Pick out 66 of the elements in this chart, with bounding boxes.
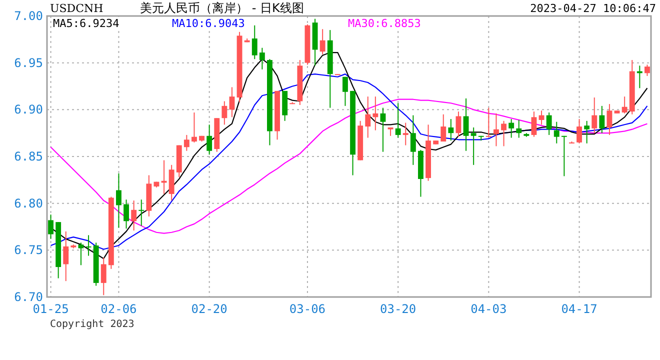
x-tick-label: 02-06	[100, 302, 137, 316]
candlestick	[116, 172, 122, 228]
text: MA5:6.9234	[53, 17, 120, 30]
candlestick	[138, 199, 144, 226]
candlestick	[508, 118, 514, 138]
candlestick	[372, 96, 378, 131]
text: MA10:6.9043	[172, 17, 245, 30]
candlestick	[470, 126, 476, 166]
candlestick	[599, 105, 605, 134]
y-tick-label: 6.95	[14, 56, 43, 70]
candlestick	[229, 86, 235, 118]
candlestick	[206, 124, 212, 156]
candlestick	[320, 28, 326, 55]
candlestick	[546, 112, 552, 136]
x-tick-label: 03-06	[289, 302, 326, 316]
candlestick	[402, 122, 408, 146]
y-tick-label: 6.75	[14, 243, 43, 258]
candlestick	[192, 112, 197, 143]
text: Copyright 2023	[50, 319, 134, 330]
candlestick	[184, 134, 190, 152]
y-tick-label: 6.90	[14, 102, 43, 117]
candlestick	[252, 24, 258, 60]
candlestick	[78, 242, 84, 266]
candlestick	[448, 118, 454, 142]
text: 2023-04-27 10:06:47	[530, 2, 656, 15]
candlestick	[554, 121, 560, 144]
candlestick	[48, 214, 54, 240]
candlestick	[395, 102, 401, 138]
candlestick	[486, 107, 492, 138]
candlestick	[494, 112, 499, 147]
candlestick	[124, 199, 129, 230]
x-tick-label: 04-03	[470, 302, 507, 316]
candlestick	[592, 96, 598, 134]
candlestick	[342, 76, 348, 106]
candlestick	[622, 96, 628, 114]
x-tick-label: 04-17	[561, 302, 598, 316]
candlestick	[380, 107, 386, 152]
candlestick	[100, 257, 106, 296]
candlestick	[63, 230, 69, 282]
candlestick	[516, 119, 522, 138]
candlestick	[561, 135, 567, 177]
candlestick	[365, 96, 371, 138]
y-tick-label: 6.80	[14, 196, 43, 210]
chart-subtitle: USDCNH	[50, 2, 104, 15]
x-tick-label: 01-25	[32, 302, 69, 316]
candlestick	[410, 114, 416, 166]
x-tick-label: 03-20	[380, 302, 416, 316]
candlestick	[606, 104, 612, 136]
candlestick	[531, 111, 537, 138]
candlestick	[463, 98, 469, 152]
y-tick-label: 6.85	[14, 150, 43, 164]
candlestick	[259, 47, 265, 70]
candlestick	[576, 118, 582, 144]
candlestick	[440, 114, 446, 142]
chart-title: 美元人民币（离岸） - 日K线图	[140, 1, 304, 15]
candlestick	[222, 100, 228, 126]
candlestick	[501, 120, 506, 147]
y-tick-label: 7.00	[14, 9, 43, 23]
candlestick	[584, 120, 590, 144]
x-tick-label: 02-20	[191, 302, 228, 316]
y-tick-label: 6.70	[14, 290, 43, 304]
candlestick	[131, 200, 137, 231]
candlestick	[86, 234, 92, 256]
candlestick	[456, 111, 462, 138]
text: MA30:6.8853	[348, 17, 421, 30]
candlestick	[644, 64, 650, 76]
